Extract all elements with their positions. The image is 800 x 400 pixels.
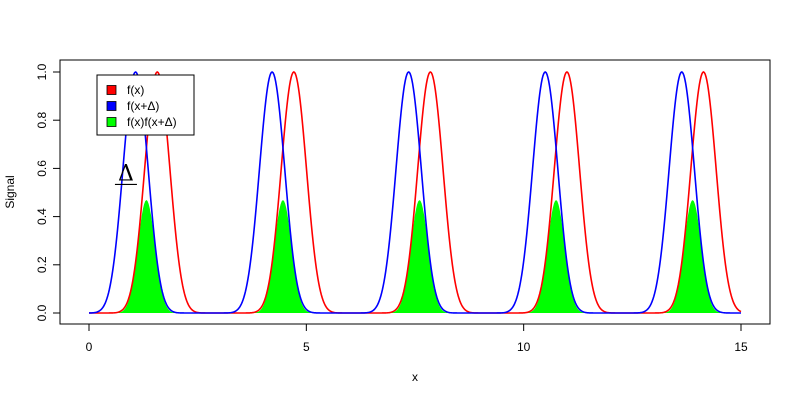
product-filled-peak-3 — [351, 200, 488, 313]
x-tick-label: 15 — [734, 340, 748, 354]
x-axis: 0 5 10 15 — [86, 323, 748, 354]
y-tick-label: 0.0 — [35, 304, 49, 321]
legend-label: f(x)f(x+Δ) — [127, 115, 177, 129]
legend-swatch — [106, 85, 117, 95]
y-tick-label: 0.6 — [35, 160, 49, 177]
filled-area-layer — [78, 200, 762, 313]
y-axis-title: Signal — [3, 175, 17, 208]
delta-annotation: Δ — [118, 161, 134, 186]
x-tick-label: 5 — [303, 340, 310, 354]
y-axis: 0.0 0.2 0.4 0.6 0.8 1.0 — [35, 63, 61, 321]
product-filled-peak-4 — [487, 200, 625, 313]
legend-swatch — [106, 101, 117, 111]
y-tick-label: 0.8 — [35, 112, 49, 129]
legend-swatch — [106, 117, 117, 127]
legend-label: f(x) — [127, 83, 144, 97]
annotation-layer: Δ — [114, 161, 137, 186]
legend: f(x)f(x+Δ)f(x)f(x+Δ) — [96, 74, 195, 136]
product-filled-peak-1 — [78, 200, 215, 313]
legend-label: f(x+Δ) — [127, 99, 159, 113]
x-tick-label: 10 — [517, 340, 531, 354]
series-line-fx-delta — [88, 71, 741, 314]
y-tick-label: 0.2 — [35, 256, 49, 273]
x-tick-label: 0 — [86, 340, 93, 354]
y-tick-label: 1.0 — [35, 63, 49, 80]
y-tick-label: 0.4 — [35, 208, 49, 225]
series-line-layer — [88, 71, 742, 314]
x-axis-title: x — [412, 370, 418, 384]
product-filled-peak-2 — [214, 200, 352, 313]
product-filled-peak-5 — [624, 200, 762, 313]
